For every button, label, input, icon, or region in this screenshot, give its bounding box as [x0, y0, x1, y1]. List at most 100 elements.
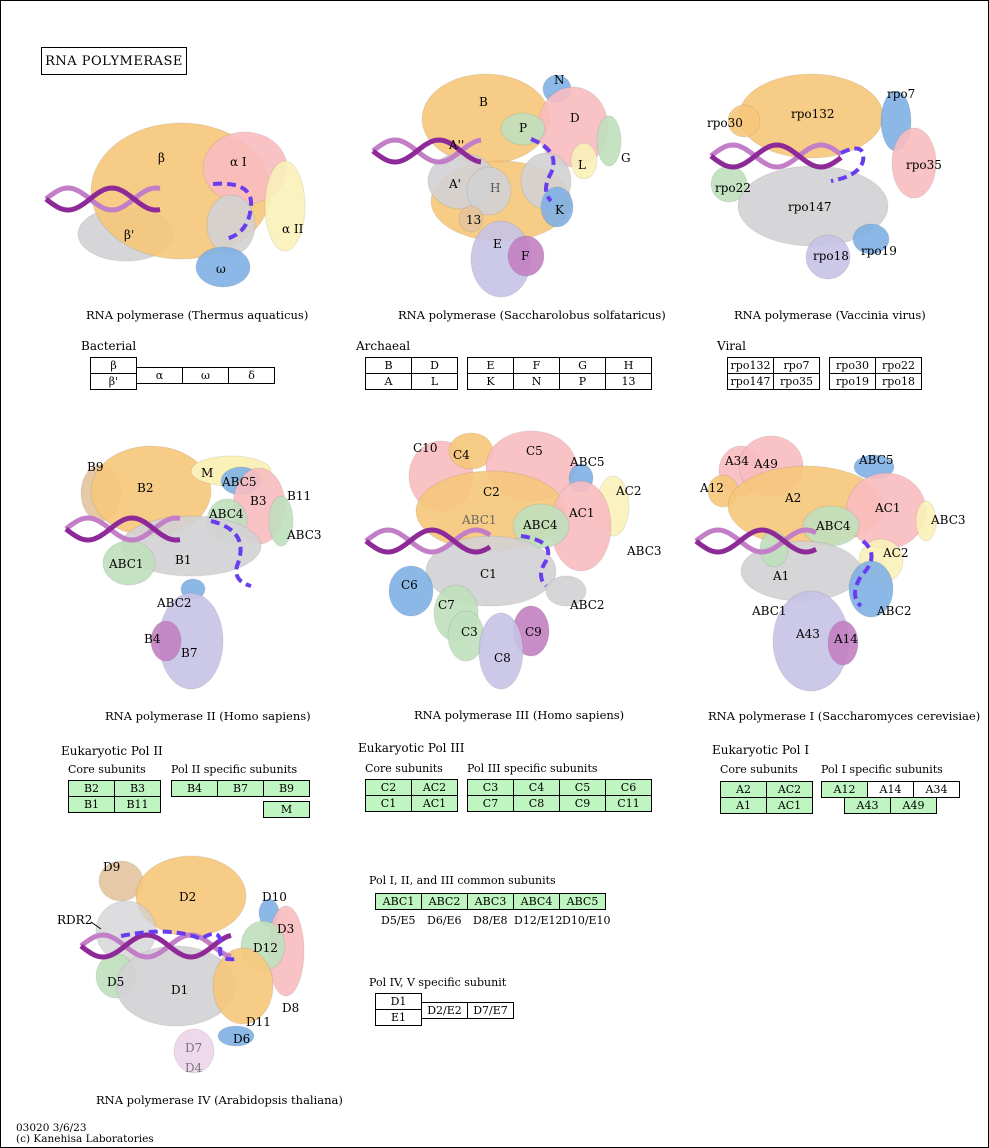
gene-box-c6[interactable]: C6 [605, 779, 652, 796]
gene-box-rpo7[interactable]: rpo7 [773, 357, 820, 374]
subunit-label-rpo18: rpo18 [813, 249, 849, 263]
subunit-label-beta-prime: β' [124, 228, 135, 242]
viral-dna-strand-back [709, 142, 843, 170]
gene-box-delta[interactable]: δ [228, 367, 275, 384]
gene-box-b3[interactable]: B3 [114, 780, 161, 797]
subunit-label-alpha-i: α I [230, 155, 247, 169]
table-label-pol1: Eukaryotic Pol I [712, 743, 810, 757]
gene-box-n[interactable]: N [513, 373, 560, 390]
gene-box-rpo18[interactable]: rpo18 [875, 373, 922, 390]
gene-box-common-abc3[interactable]: ABC3 [467, 893, 514, 910]
subunit-label-l: L [578, 158, 586, 172]
gene-box-a1[interactable]: A1 [720, 797, 767, 814]
subunit-label-rpo35: rpo35 [906, 158, 942, 172]
gene-box-ac1-pol1[interactable]: AC1 [766, 797, 813, 814]
subunit-label-c5: C5 [526, 444, 543, 458]
gene-box-b4[interactable]: B4 [171, 780, 218, 797]
subunit-label-abc1: ABC1 [109, 557, 144, 571]
viral-rpo30-shape [727, 104, 761, 138]
subunit-label-c6: C6 [401, 578, 418, 592]
pol2-dna-strand-back [64, 515, 181, 543]
gene-box-c5[interactable]: C5 [559, 779, 606, 796]
subunit-label-c1: C1 [480, 567, 497, 581]
subunit-label-rpo22: rpo22 [715, 181, 751, 195]
gene-box-b2[interactable]: B2 [68, 780, 115, 797]
gene-box-k[interactable]: K [467, 373, 514, 390]
subunit-label-a12: A12 [700, 481, 724, 495]
pol3-c6-shape [388, 565, 434, 617]
gene-box-a43[interactable]: A43 [844, 797, 891, 814]
gene-box-a14[interactable]: A14 [867, 781, 914, 798]
gene-box-ac1-pol3[interactable]: AC1 [411, 795, 458, 812]
gene-box-c8[interactable]: C8 [513, 795, 560, 812]
gene-box-a49[interactable]: A49 [890, 797, 937, 814]
gene-box-l[interactable]: L [411, 373, 458, 390]
gene-box-a12[interactable]: A12 [821, 781, 868, 798]
subunit-label-omega: ω [216, 262, 226, 276]
gene-box-ac2-pol3[interactable]: AC2 [411, 779, 458, 796]
gene-box-h[interactable]: H [605, 357, 652, 374]
map-title: RNA POLYMERASE [41, 47, 187, 75]
bact-core-shape [206, 194, 256, 256]
gene-box-beta-prime[interactable]: β' [90, 373, 137, 390]
gene-box-c7[interactable]: C7 [467, 795, 514, 812]
gene-box-common-abc1[interactable]: ABC1 [375, 893, 422, 910]
gene-box-a2[interactable]: A2 [720, 781, 767, 798]
gene-box-b7[interactable]: B7 [217, 780, 264, 797]
homolog-d8-e8: D8/E8 [473, 914, 508, 927]
subunit-label-b3: B3 [250, 494, 267, 508]
gene-box-c4[interactable]: C4 [513, 779, 560, 796]
subunit-label-c8: C8 [494, 651, 511, 665]
subunit-label-rdr2: RDR2 [57, 913, 93, 927]
gene-box-c9[interactable]: C9 [559, 795, 606, 812]
table-label-pol2: Eukaryotic Pol II [61, 744, 163, 758]
gene-box-e[interactable]: E [467, 357, 514, 374]
gene-box-a[interactable]: A [365, 373, 412, 390]
gene-box-rpo30[interactable]: rpo30 [829, 357, 876, 374]
gene-box-common-abc5[interactable]: ABC5 [559, 893, 606, 910]
gene-box-c11[interactable]: C11 [605, 795, 652, 812]
subunit-label-k: K [555, 203, 564, 217]
gene-box-b[interactable]: B [365, 357, 412, 374]
subunit-label-abc5: ABC5 [222, 475, 257, 489]
gene-box-common-abc4[interactable]: ABC4 [513, 893, 560, 910]
gene-box-omega[interactable]: ω [182, 367, 229, 384]
gene-box-m[interactable]: M [263, 801, 310, 818]
gene-box-rpo147[interactable]: rpo147 [727, 373, 774, 390]
gene-box-rpo132[interactable]: rpo132 [727, 357, 774, 374]
gene-box-d2-e2[interactable]: D2/E2 [421, 1002, 468, 1019]
gene-box-b1[interactable]: B1 [68, 796, 115, 813]
pol1-a14-shape [827, 620, 859, 666]
gene-box-b9[interactable]: B9 [263, 780, 310, 797]
viral-rpo35-shape [891, 127, 937, 199]
gene-box-d1[interactable]: D1 [375, 993, 422, 1010]
gene-box-alpha[interactable]: α [136, 367, 183, 384]
subunit-label-ac1-pol1: AC1 [875, 501, 901, 515]
gene-box-common-abc2[interactable]: ABC2 [421, 893, 468, 910]
gene-box-e1[interactable]: E1 [375, 1009, 422, 1026]
gene-box-rpo19[interactable]: rpo19 [829, 373, 876, 390]
gene-box-rpo22[interactable]: rpo22 [875, 357, 922, 374]
gene-box-rpo35[interactable]: rpo35 [773, 373, 820, 390]
gene-box-d[interactable]: D [411, 357, 458, 374]
gene-box-f[interactable]: F [513, 357, 560, 374]
homolog-d10-e10: D10/E10 [562, 914, 611, 927]
gene-box-g[interactable]: G [559, 357, 606, 374]
subunit-label-abc4-pol3: ABC4 [523, 518, 558, 532]
gene-box-ac2-pol1[interactable]: AC2 [766, 781, 813, 798]
arch-13-shape [458, 205, 484, 233]
gene-box-beta[interactable]: β [90, 357, 137, 374]
arch-h-shape [466, 166, 512, 216]
gene-box-13[interactable]: 13 [605, 373, 652, 390]
gene-box-c1[interactable]: C1 [365, 795, 412, 812]
subunit-label-h: H [490, 181, 501, 195]
gene-box-d7-e7[interactable]: D7/E7 [467, 1002, 514, 1019]
subunit-label-d8: D8 [282, 1001, 300, 1015]
gene-box-c2[interactable]: C2 [365, 779, 412, 796]
gene-box-c3[interactable]: C3 [467, 779, 514, 796]
gene-box-p[interactable]: P [559, 373, 606, 390]
gene-box-a34[interactable]: A34 [913, 781, 960, 798]
gene-box-b11[interactable]: B11 [114, 796, 161, 813]
map-id-date: 03020 3/6/23 [16, 1122, 87, 1134]
